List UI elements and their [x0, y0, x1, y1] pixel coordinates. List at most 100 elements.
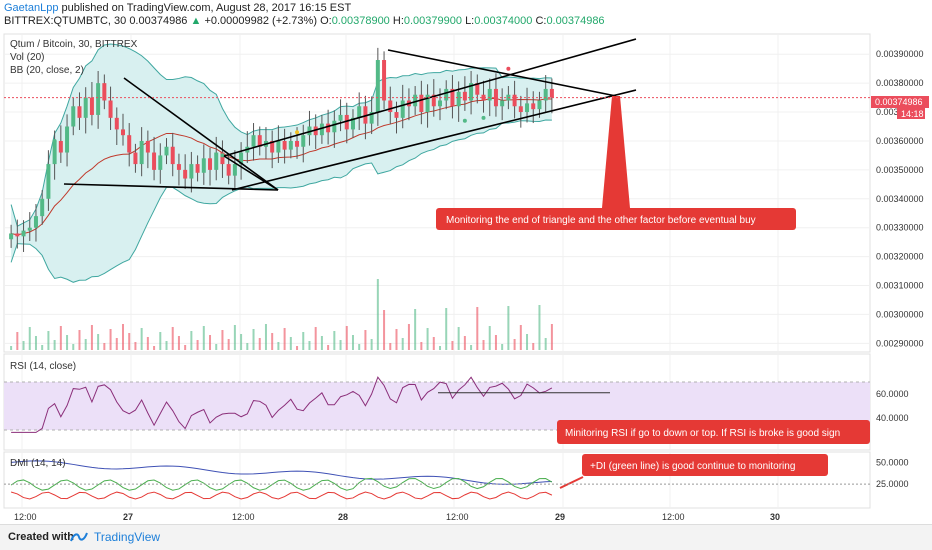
- callout-main-arrow: [602, 96, 630, 208]
- trend-line: [387, 49, 617, 97]
- candle-body: [9, 233, 14, 240]
- candle-body: [431, 94, 436, 107]
- publish-info: GaetanLpp published on TradingView.com, …: [4, 2, 351, 14]
- candle: [189, 151, 194, 193]
- candle-body: [189, 164, 194, 179]
- candle-body: [288, 140, 293, 150]
- up-arrow-icon: ▲: [190, 15, 202, 27]
- volume-bar: [159, 332, 162, 350]
- volume-bar: [432, 337, 435, 350]
- candle: [127, 123, 132, 167]
- dmi-tick-label: 25.0000: [876, 479, 909, 489]
- candle-body: [220, 152, 225, 165]
- volume-bar: [171, 327, 174, 350]
- candle: [170, 132, 175, 177]
- volume-bar: [476, 307, 479, 350]
- candle: [338, 99, 343, 132]
- candle-body: [369, 112, 374, 124]
- volume-bar: [153, 346, 156, 350]
- candle: [232, 150, 237, 188]
- candle: [139, 127, 144, 177]
- candle: [220, 140, 225, 178]
- candle-body: [425, 94, 430, 113]
- candle-body: [525, 103, 530, 113]
- volume-bar: [395, 329, 398, 350]
- candle-body: [33, 216, 38, 228]
- volume-bar: [364, 330, 367, 350]
- di-plus-line: [10, 477, 553, 491]
- candle-body: [15, 233, 20, 237]
- volume-bar: [34, 336, 37, 350]
- candle-body: [276, 140, 281, 153]
- ohlc-line: BITTREX:QTUMBTC, 30 0.00374986 ▲ +0.0000…: [4, 15, 605, 27]
- candle: [21, 220, 26, 252]
- rsi-line: [11, 376, 553, 433]
- rsi-tick-label: 40.0000: [876, 413, 909, 423]
- volume-bar: [327, 345, 330, 350]
- price-tick-label: 0.00310000: [876, 281, 924, 291]
- volume-bar: [28, 327, 31, 350]
- candle: [469, 71, 474, 115]
- candle-body: [282, 140, 287, 150]
- candle: [350, 109, 355, 139]
- volume-bar: [140, 328, 143, 350]
- time-tick-label: 12:00: [232, 512, 255, 522]
- volume-bar: [246, 343, 249, 350]
- candle-body: [102, 83, 107, 101]
- time-tick-label: 29: [555, 512, 565, 522]
- volume-bar: [84, 339, 87, 350]
- volume-bar: [513, 339, 516, 350]
- volume-bar: [401, 338, 404, 350]
- volume-bar: [283, 328, 286, 350]
- volume-bar: [240, 334, 243, 350]
- volume-bar: [97, 334, 100, 350]
- callout-rsi-text: Minitoring RSI if go to down or top. If …: [565, 428, 840, 439]
- trend-line: [123, 77, 279, 191]
- candle: [108, 86, 113, 130]
- candle: [89, 81, 94, 126]
- volume-bar: [451, 341, 454, 350]
- candle: [208, 147, 213, 186]
- chart-canvas[interactable]: 0.00390000 0.00380000 0.0037 0.00360000 0.00…: [0, 30, 932, 524]
- close-label: C:: [535, 15, 547, 27]
- volume-bar: [10, 346, 13, 350]
- volume-bar: [165, 341, 168, 350]
- candle: [419, 80, 424, 125]
- volume-bar: [526, 334, 529, 350]
- volume-bar: [227, 339, 230, 350]
- signal-dot: [506, 66, 511, 71]
- volume-bar: [519, 325, 522, 350]
- author-link[interactable]: GaetanLpp: [4, 2, 59, 14]
- price-tick-label: 0.00380000: [876, 78, 924, 88]
- time-tick-label: 12:00: [662, 512, 685, 522]
- candle-body: [543, 88, 548, 101]
- volume-bar: [333, 331, 336, 350]
- candle-body: [493, 88, 498, 107]
- candle-body: [257, 135, 262, 147]
- candle: [251, 123, 256, 161]
- candle-body: [21, 230, 26, 237]
- candle: [444, 80, 449, 110]
- candle: [531, 91, 536, 124]
- volume-bar: [494, 335, 497, 350]
- candle: [58, 125, 63, 163]
- candle-body: [127, 135, 132, 153]
- signal-dot: [52, 138, 57, 143]
- candle-body: [350, 117, 355, 130]
- candle: [40, 190, 45, 225]
- tradingview-brand-link[interactable]: TradingView: [94, 530, 161, 544]
- callout-dmi-arrow: [559, 476, 584, 489]
- timer-marker: [897, 108, 925, 119]
- last-price-marker: [871, 96, 929, 108]
- price-tick-label: 0.00350000: [876, 165, 924, 175]
- candle: [114, 107, 119, 146]
- legend-bb: BB (20, close, 2): [10, 65, 84, 76]
- candle-body: [518, 106, 523, 113]
- volume-bars: [10, 279, 553, 350]
- time-tick-label: 30: [770, 512, 780, 522]
- rsi-tick-label: 60.0000: [876, 389, 909, 399]
- dmi-series: [4, 460, 870, 500]
- candle: [518, 95, 523, 128]
- volume-bar: [72, 344, 75, 350]
- candle-body: [332, 120, 337, 133]
